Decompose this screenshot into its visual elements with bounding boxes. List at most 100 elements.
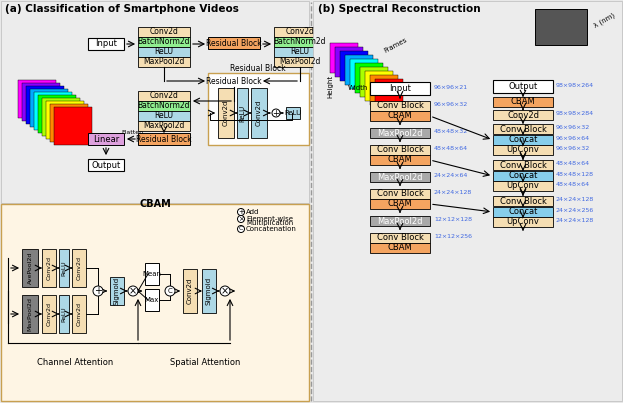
Circle shape (220, 286, 230, 296)
Bar (50, 104, 88, 142)
Circle shape (272, 109, 280, 117)
Bar (493, 80, 553, 93)
Bar (345, 55, 373, 85)
Circle shape (165, 286, 175, 296)
Bar (208, 37, 260, 49)
Text: Conv2d: Conv2d (507, 110, 539, 120)
Text: 96×96×21: 96×96×21 (434, 85, 468, 90)
Text: Concatenation: Concatenation (246, 226, 297, 232)
Text: CBAM: CBAM (139, 199, 171, 209)
Bar (370, 243, 430, 253)
Text: Concat: Concat (508, 172, 538, 181)
Bar (365, 71, 393, 101)
Text: 96×96×64: 96×96×64 (556, 136, 590, 141)
Bar (237, 88, 248, 138)
Text: Sigmoid: Sigmoid (206, 277, 212, 305)
Text: ×: × (129, 286, 137, 296)
Text: Conv2d: Conv2d (47, 256, 52, 280)
Text: Conv2d: Conv2d (285, 27, 315, 37)
Bar (110, 277, 124, 305)
Text: C: C (239, 226, 243, 231)
Bar (138, 91, 190, 101)
Bar (375, 79, 403, 109)
Bar (370, 101, 430, 111)
Bar (274, 37, 326, 47)
Text: ×: × (221, 286, 229, 296)
Text: 48×48×64: 48×48×64 (556, 161, 590, 166)
Text: ReLU: ReLU (62, 260, 67, 276)
Text: Conv Block: Conv Block (500, 160, 546, 170)
Text: Conv2d: Conv2d (256, 100, 262, 126)
Bar (30, 89, 68, 127)
Bar (370, 75, 398, 105)
Text: Input: Input (389, 84, 411, 93)
Text: MaxPool2d: MaxPool2d (143, 121, 184, 131)
Bar (183, 269, 197, 313)
Bar (138, 57, 190, 67)
Bar (355, 63, 383, 93)
Text: 48×48×64: 48×48×64 (556, 182, 590, 187)
Text: Linear: Linear (93, 135, 119, 143)
Bar (493, 217, 553, 227)
Bar (370, 82, 430, 95)
Text: (b) Spectral Reconstruction: (b) Spectral Reconstruction (318, 4, 480, 14)
Text: ReLU: ReLU (155, 48, 173, 56)
Bar (46, 101, 84, 139)
Text: 24×24×64: 24×24×64 (434, 173, 468, 178)
Text: 96×96×32: 96×96×32 (556, 146, 590, 151)
Bar (370, 233, 430, 243)
Text: (a) Classification of Smartphone Videos: (a) Classification of Smartphone Videos (5, 4, 239, 14)
Bar (370, 199, 430, 209)
Text: Mean: Mean (143, 271, 161, 277)
Bar (274, 47, 326, 57)
Bar (22, 249, 38, 287)
Bar (370, 189, 430, 199)
Text: Conv Block: Conv Block (376, 189, 424, 199)
Text: λ (nm): λ (nm) (593, 12, 616, 29)
Text: UpConv: UpConv (506, 218, 540, 226)
Text: Conv Block: Conv Block (376, 102, 424, 110)
Text: Conv Block: Conv Block (500, 197, 546, 206)
Bar (145, 263, 159, 285)
Text: Residual Block: Residual Block (136, 135, 192, 143)
Bar (330, 43, 358, 73)
Text: Conv Block: Conv Block (500, 125, 546, 133)
Bar (218, 88, 234, 138)
Bar (42, 249, 56, 287)
Text: MaxPool2d: MaxPool2d (27, 297, 32, 331)
Text: 48×48×32: 48×48×32 (434, 129, 468, 134)
Text: Conv Block: Conv Block (376, 233, 424, 243)
Text: ReLU: ReLU (239, 104, 245, 122)
Text: Height: Height (327, 75, 333, 98)
Circle shape (237, 216, 244, 222)
Text: Element-wise: Element-wise (246, 216, 293, 222)
Text: Add: Add (246, 209, 259, 215)
Bar (493, 124, 553, 134)
Bar (22, 295, 38, 333)
Bar (88, 38, 124, 50)
Bar (493, 181, 553, 191)
Text: 96×96×32: 96×96×32 (434, 102, 468, 107)
Text: Residual Block: Residual Block (206, 39, 262, 48)
Text: Conv2d: Conv2d (150, 91, 178, 100)
Bar (138, 27, 190, 37)
Circle shape (93, 286, 103, 296)
Bar (138, 101, 190, 111)
Bar (138, 47, 190, 57)
Bar (59, 249, 69, 287)
Text: MaxPool2d: MaxPool2d (378, 129, 423, 137)
Bar (42, 295, 56, 333)
Text: ReLU: ReLU (290, 48, 310, 56)
Text: 24×24×256: 24×24×256 (556, 208, 594, 213)
Bar (493, 171, 553, 181)
Text: Conv2d: Conv2d (77, 302, 82, 326)
Text: Conv Block: Conv Block (376, 145, 424, 154)
Bar (1, 1, 309, 203)
Text: ×: × (238, 216, 244, 222)
Bar (138, 37, 190, 47)
Bar (26, 86, 64, 124)
Text: Concat: Concat (508, 208, 538, 216)
Bar (535, 9, 587, 45)
Text: MaxPool2d: MaxPool2d (143, 58, 184, 66)
Text: 12×12×128: 12×12×128 (434, 217, 472, 222)
